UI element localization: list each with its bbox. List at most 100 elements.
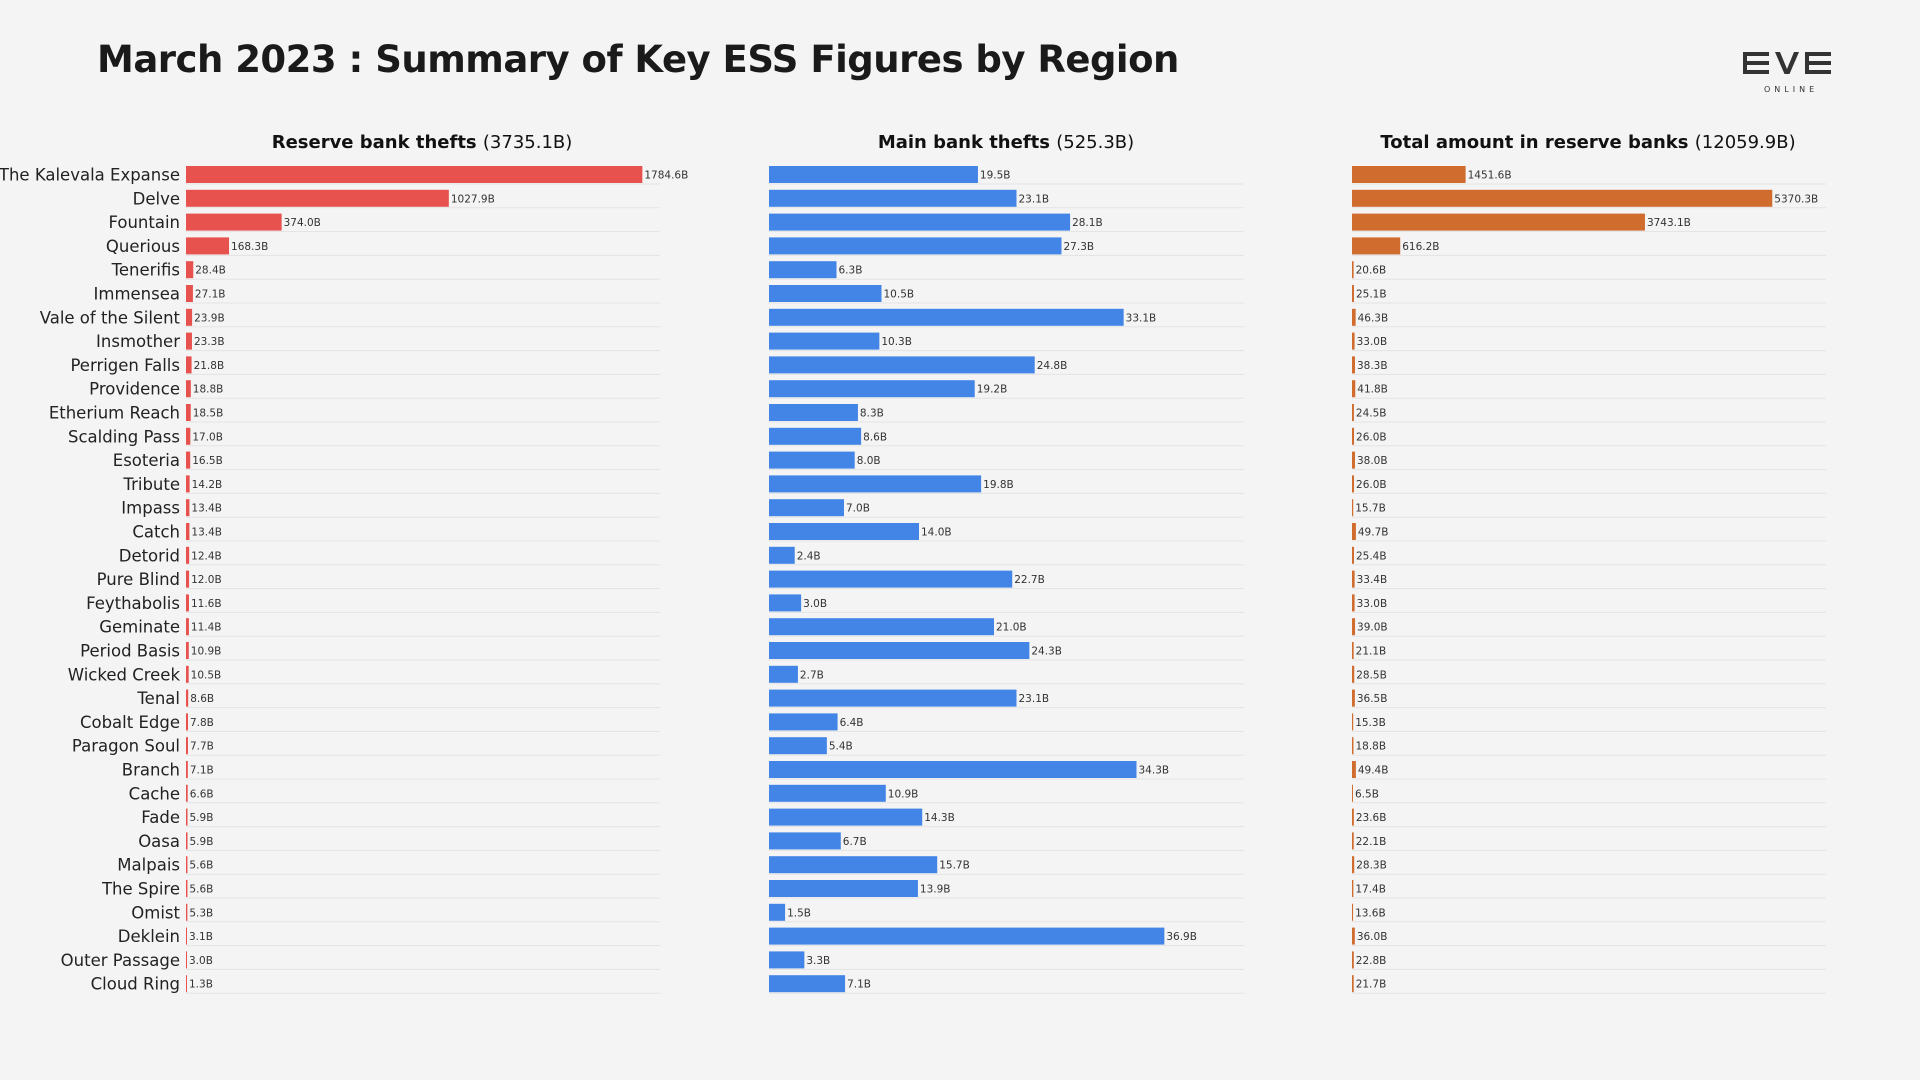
bar-reserve (186, 523, 190, 540)
bar-total (1352, 451, 1355, 469)
bar-total (1352, 761, 1356, 778)
bar-total (1352, 237, 1401, 255)
value-label: 10.5B (884, 289, 915, 301)
value-label: 24.8B (1037, 360, 1068, 372)
region-label: Perrigen Falls (70, 356, 180, 375)
value-label: 28.4B (195, 265, 226, 277)
bar-main (769, 380, 975, 398)
value-label: 6.5B (1355, 788, 1379, 800)
bar-main (769, 451, 855, 469)
bar-main (769, 713, 838, 731)
value-label: 168.3B (231, 241, 268, 253)
value-label: 13.4B (191, 503, 222, 515)
value-label: 2.4B (797, 550, 821, 562)
bar-total (1352, 523, 1356, 540)
bar-main (769, 189, 1017, 207)
region-label: Fountain (108, 213, 180, 232)
value-label: 26.0B (1356, 479, 1387, 491)
value-label: 11.4B (191, 622, 222, 634)
region-label: Detorid (119, 546, 180, 565)
value-label: 3.3B (806, 955, 830, 967)
bar-reserve (186, 975, 187, 993)
value-label: 6.3B (839, 265, 863, 277)
region-label: Wicked Creek (68, 665, 181, 684)
bar-total (1352, 332, 1355, 350)
value-label: 15.7B (1355, 503, 1386, 515)
bar-main (769, 166, 978, 183)
bar-reserve (186, 737, 188, 755)
value-label: 3.0B (803, 598, 827, 610)
value-label: 23.3B (194, 336, 225, 348)
panel-title-total: (3735.1B) (483, 132, 572, 153)
chart-title: March 2023 : Summary of Key ESS Figures … (97, 38, 1179, 81)
bar-main (769, 308, 1124, 326)
bar-reserve (186, 642, 189, 659)
bar-total (1352, 499, 1354, 517)
region-label: Feythabolis (86, 594, 180, 613)
eve-logo-mark: ONLINE (1743, 52, 1831, 94)
bar-total (1352, 475, 1355, 493)
region-label: Esoteria (113, 451, 180, 470)
value-label: 616.2B (1402, 241, 1439, 253)
region-label: The Kalevala Expanse (0, 166, 180, 185)
value-label: 15.3B (1355, 717, 1386, 729)
value-label: 18.8B (1355, 741, 1386, 753)
bar-reserve (186, 594, 189, 612)
region-label: Outer Passage (61, 951, 180, 970)
value-label: 8.0B (857, 455, 881, 467)
bar-reserve (186, 499, 190, 517)
value-label: 19.2B (977, 384, 1008, 396)
value-label: 13.6B (1355, 907, 1386, 919)
bar-main (769, 903, 786, 921)
value-label: 1027.9B (451, 193, 495, 205)
region-label: Providence (89, 380, 180, 399)
value-label: 33.0B (1357, 598, 1388, 610)
value-label: 1.5B (787, 907, 811, 919)
bar-main (769, 427, 862, 445)
region-label: Insmother (96, 332, 180, 351)
value-label: 17.0B (192, 431, 223, 443)
bar-reserve (186, 451, 191, 469)
value-label: 18.8B (193, 384, 224, 396)
bar-total (1352, 594, 1355, 612)
bar-total (1352, 642, 1354, 659)
value-label: 39.0B (1357, 622, 1388, 634)
region-label: Period Basis (80, 642, 180, 661)
value-label: 21.8B (194, 360, 225, 372)
bar-total (1352, 784, 1353, 802)
panel-title-total: (525.3B) (1056, 132, 1134, 153)
value-label: 10.9B (888, 788, 919, 800)
region-label: Querious (106, 237, 180, 256)
value-label: 38.3B (1357, 360, 1388, 372)
value-label: 18.5B (193, 408, 224, 420)
value-label: 49.7B (1358, 527, 1389, 539)
bar-main (769, 761, 1137, 778)
bar-reserve (186, 189, 449, 207)
value-label: 14.3B (924, 812, 955, 824)
value-label: 21.7B (1356, 979, 1387, 991)
bar-reserve (186, 308, 193, 326)
bar-total (1352, 951, 1354, 969)
bar-total (1352, 737, 1354, 755)
value-label: 21.0B (996, 622, 1027, 634)
bar-total (1352, 404, 1354, 421)
value-label: 34.3B (1139, 765, 1170, 777)
value-label: 23.6B (1356, 812, 1387, 824)
bar-main (769, 880, 918, 897)
value-label: 5.4B (829, 741, 853, 753)
bar-main (769, 642, 1030, 659)
region-label: Pure Blind (97, 570, 180, 589)
eve-logo-subtext: ONLINE (1764, 85, 1818, 94)
value-label: 24.5B (1356, 408, 1387, 420)
bar-reserve (186, 546, 190, 564)
panel-title-name: Total amount in reserve banks (1380, 132, 1694, 153)
bar-total (1352, 546, 1354, 564)
bar-main (769, 951, 805, 969)
value-label: 6.4B (840, 717, 864, 729)
value-label: 11.6B (191, 598, 222, 610)
value-label: 12.0B (191, 574, 222, 586)
value-label: 49.4B (1358, 765, 1389, 777)
value-label: 36.9B (1166, 931, 1197, 943)
value-label: 14.2B (192, 479, 223, 491)
region-label: Branch (122, 761, 180, 780)
